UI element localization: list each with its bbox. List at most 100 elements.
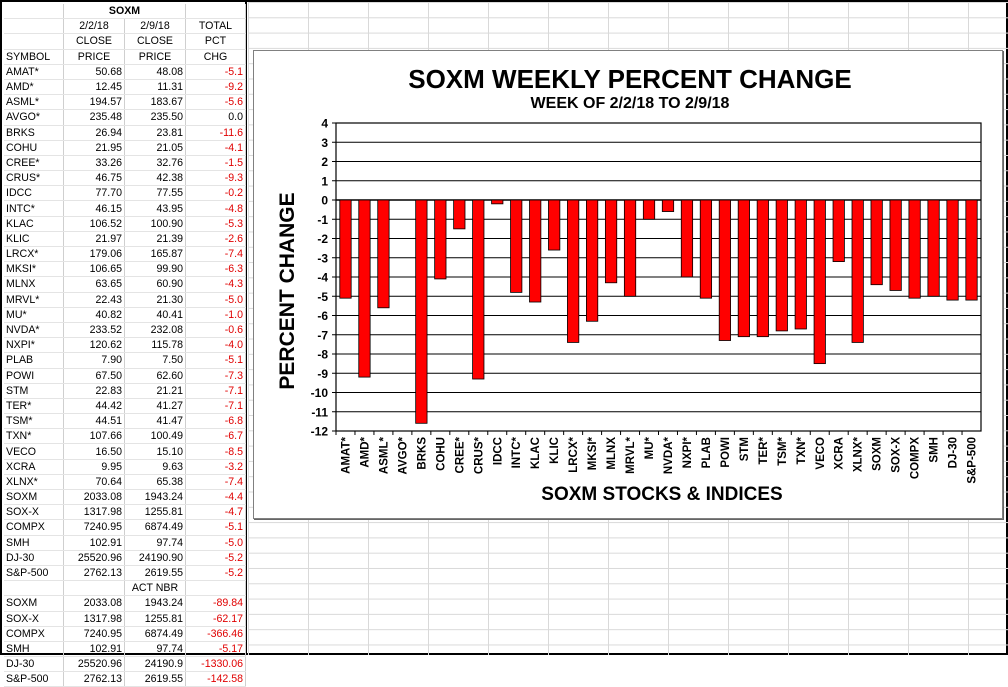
close-price-cell[interactable]: 232.08 — [124, 322, 186, 339]
close-price-cell[interactable]: 165.87 — [124, 246, 186, 263]
symbol-cell[interactable]: STM — [4, 383, 64, 399]
open-price-cell[interactable]: 107.66 — [63, 428, 125, 445]
close-price-cell[interactable]: 65.38 — [124, 474, 186, 491]
close-price-cell[interactable]: 2619.55 — [124, 565, 186, 582]
symbol-cell[interactable]: COMPX — [4, 519, 64, 536]
change-cell[interactable]: -9.3 — [185, 170, 246, 187]
symbol-cell[interactable]: LRCX* — [4, 246, 64, 263]
change-cell[interactable]: -89.84 — [185, 595, 246, 612]
change-cell[interactable]: -8.5 — [185, 443, 246, 460]
close-price-cell[interactable]: 9.63 — [124, 459, 186, 475]
close-price-cell[interactable]: 21.21 — [124, 383, 186, 399]
close-price-cell[interactable]: 99.90 — [124, 261, 186, 278]
close-price-cell[interactable]: 2619.55 — [124, 671, 186, 687]
symbol-cell[interactable]: MU* — [4, 307, 64, 323]
open-price-cell[interactable]: 16.50 — [63, 443, 125, 460]
symbol-cell[interactable]: MLNX — [4, 276, 64, 293]
open-price-cell[interactable] — [63, 580, 125, 597]
symbol-cell[interactable]: TER* — [4, 398, 64, 415]
change-cell[interactable]: 0.0 — [185, 109, 246, 126]
close-price-cell[interactable]: 24190.90 — [124, 550, 186, 566]
close-price-cell[interactable]: 23.81 — [124, 125, 186, 141]
open-price-cell[interactable]: 2033.08 — [63, 488, 125, 506]
symbol-cell[interactable]: TXN* — [4, 428, 64, 445]
symbol-cell[interactable]: KLAC — [4, 216, 64, 232]
symbol-cell[interactable]: XLNX* — [4, 474, 64, 491]
symbol-cell[interactable]: MRVL* — [4, 292, 64, 308]
close-price-cell[interactable]: 43.95 — [124, 200, 186, 217]
close-price-cell[interactable]: 77.55 — [124, 185, 186, 202]
close-price-cell[interactable]: 62.60 — [124, 368, 186, 384]
open-price-cell[interactable]: 2033.08 — [63, 595, 125, 612]
change-cell[interactable]: -6.7 — [185, 428, 246, 445]
symbol-cell[interactable]: TSM* — [4, 413, 64, 430]
change-cell[interactable]: -5.17 — [185, 641, 246, 658]
change-cell[interactable]: -6.8 — [185, 413, 246, 430]
symbol-cell[interactable]: DJ-30 — [4, 656, 64, 673]
change-cell[interactable]: -1.5 — [185, 155, 246, 172]
change-cell[interactable]: -5.1 — [185, 64, 246, 80]
change-cell[interactable]: -5.1 — [185, 352, 246, 369]
symbol-cell[interactable]: SOX-X — [4, 611, 64, 627]
change-cell[interactable]: -7.3 — [185, 368, 246, 384]
change-cell[interactable]: -7.4 — [185, 246, 246, 263]
symbol-cell[interactable]: S&P-500 — [4, 565, 64, 582]
change-cell[interactable]: -2.6 — [185, 231, 246, 248]
change-cell[interactable]: CHG — [185, 49, 246, 65]
symbol-cell[interactable]: IDCC — [4, 185, 64, 202]
change-cell[interactable]: -6.3 — [185, 261, 246, 278]
change-cell[interactable]: -4.3 — [185, 276, 246, 293]
change-cell[interactable]: -4.1 — [185, 140, 246, 156]
symbol-cell[interactable]: AVGO* — [4, 109, 64, 126]
symbol-cell[interactable]: XCRA — [4, 459, 64, 475]
open-price-cell[interactable]: 63.65 — [63, 276, 125, 293]
change-cell[interactable]: -7.1 — [185, 383, 246, 399]
symbol-cell[interactable]: SOX-X — [4, 504, 64, 521]
change-cell[interactable]: -5.1 — [185, 519, 246, 536]
open-price-cell[interactable]: 46.15 — [63, 200, 125, 217]
change-cell[interactable]: TOTAL — [185, 18, 246, 35]
symbol-cell[interactable]: SMH — [4, 535, 64, 551]
symbol-cell[interactable] — [4, 18, 64, 35]
change-cell[interactable]: -5.0 — [185, 292, 246, 308]
close-price-cell[interactable]: 100.90 — [124, 216, 186, 232]
close-price-cell[interactable]: 235.50 — [124, 109, 186, 126]
symbol-cell[interactable]: SOXM — [4, 488, 64, 506]
close-price-cell[interactable]: 2/9/18 — [124, 18, 186, 35]
symbol-cell[interactable]: NXPI* — [4, 337, 64, 354]
open-price-cell[interactable]: 70.64 — [63, 474, 125, 491]
change-cell[interactable]: -4.8 — [185, 200, 246, 217]
open-price-cell[interactable]: 235.48 — [63, 109, 125, 126]
symbol-cell[interactable]: CRUS* — [4, 170, 64, 187]
symbol-cell[interactable]: MKSI* — [4, 261, 64, 278]
change-cell[interactable]: -5.3 — [185, 216, 246, 232]
open-price-cell[interactable]: 46.75 — [63, 170, 125, 187]
change-cell[interactable]: -1330.06 — [185, 656, 246, 673]
close-price-cell[interactable]: 42.38 — [124, 170, 186, 187]
change-cell[interactable]: -4.0 — [185, 337, 246, 354]
symbol-cell[interactable]: AMD* — [4, 79, 64, 96]
open-price-cell[interactable]: 21.95 — [63, 140, 125, 156]
close-price-cell[interactable]: PRICE — [124, 49, 186, 65]
close-price-cell[interactable]: ACT NBR — [124, 580, 186, 597]
change-cell[interactable]: -0.2 — [185, 185, 246, 202]
close-price-cell[interactable]: 21.30 — [124, 292, 186, 308]
symbol-cell[interactable]: KLIC — [4, 231, 64, 248]
symbol-cell[interactable]: COHU — [4, 140, 64, 156]
change-cell[interactable]: -11.6 — [185, 125, 246, 141]
close-price-cell[interactable]: 21.39 — [124, 231, 186, 248]
chart-panel[interactable]: SOXM WEEKLY PERCENT CHANGE WEEK OF 2/2/1… — [253, 50, 1003, 519]
symbol-cell[interactable]: AMAT* — [4, 64, 64, 80]
symbol-cell[interactable]: SOXM — [4, 595, 64, 612]
open-price-cell[interactable]: CLOSE — [63, 33, 125, 50]
change-cell[interactable]: -7.4 — [185, 474, 246, 491]
close-price-cell[interactable]: 24190.9 — [124, 656, 186, 673]
close-price-cell[interactable]: 6874.49 — [124, 519, 186, 536]
open-price-cell[interactable]: 9.95 — [63, 459, 125, 475]
symbol-cell[interactable]: COMPX — [4, 626, 64, 642]
open-price-cell[interactable]: 40.82 — [63, 307, 125, 323]
open-price-cell[interactable]: 2762.13 — [63, 671, 125, 687]
symbol-cell[interactable]: BRKS — [4, 125, 64, 141]
close-price-cell[interactable]: 11.31 — [124, 79, 186, 96]
open-price-cell[interactable]: 1317.98 — [63, 504, 125, 521]
